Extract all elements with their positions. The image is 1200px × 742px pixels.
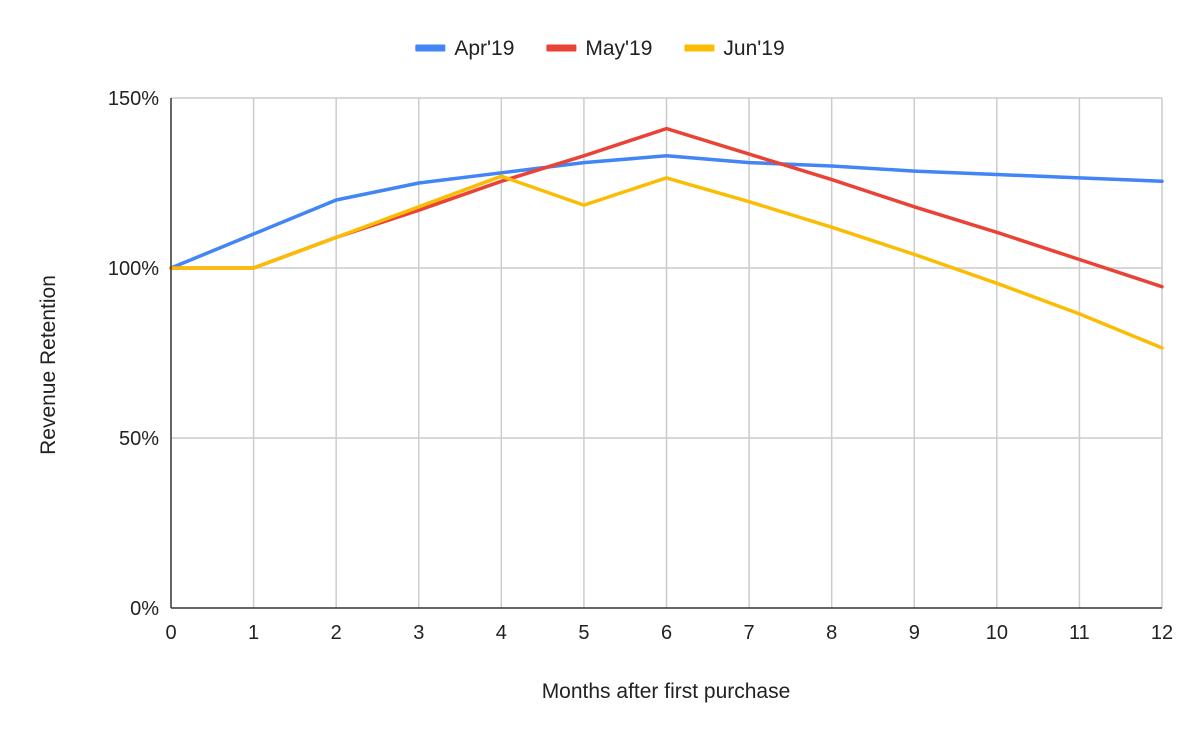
series-line-apr-19 — [169, 154, 1164, 270]
legend-swatch — [415, 44, 446, 52]
x-tick-label: 9 — [909, 622, 920, 644]
x-tick-label: 7 — [744, 622, 755, 644]
series-lines — [169, 126, 1164, 350]
legend-item-may-19[interactable]: May'19 — [546, 37, 652, 60]
x-tick-label: 0 — [165, 622, 176, 644]
x-tick-label: 8 — [826, 622, 837, 644]
x-tick-label: 12 — [1151, 622, 1173, 644]
y-tick-label: 0% — [130, 598, 159, 620]
x-tick-label: 1 — [248, 622, 259, 644]
series-line-jun-19 — [169, 174, 1164, 350]
x-tick-label: 6 — [661, 622, 672, 644]
y-axis-title: Revenue Retention — [37, 275, 60, 455]
x-tick-label: 2 — [331, 622, 342, 644]
axes — [170, 98, 1162, 609]
legend-label: May'19 — [585, 37, 652, 60]
x-tick-label: 11 — [1069, 622, 1090, 644]
x-axis-ticks: 0 1 2 3 4 5 6 7 8 9 10 11 12 — [165, 622, 1173, 644]
x-tick-label: 3 — [413, 622, 424, 644]
legend-label: Apr'19 — [454, 37, 514, 60]
x-tick-label: 5 — [578, 622, 589, 644]
legend-label: Jun'19 — [723, 37, 784, 60]
x-tick-label: 4 — [496, 622, 507, 644]
legend-swatch — [546, 44, 577, 52]
legend-swatch — [684, 44, 715, 52]
y-axis-ticks: 0% 50% 100% 150% — [108, 88, 159, 620]
x-tick-label: 10 — [986, 622, 1008, 644]
y-tick-label: 100% — [108, 258, 159, 280]
y-tick-label: 50% — [119, 428, 159, 450]
legend: Apr'19 May'19 Jun'19 — [415, 37, 785, 60]
legend-item-apr-19[interactable]: Apr'19 — [415, 37, 514, 60]
x-axis-title: Months after first purchase — [542, 680, 791, 703]
y-tick-label: 150% — [108, 88, 159, 110]
legend-item-jun-19[interactable]: Jun'19 — [684, 37, 785, 60]
